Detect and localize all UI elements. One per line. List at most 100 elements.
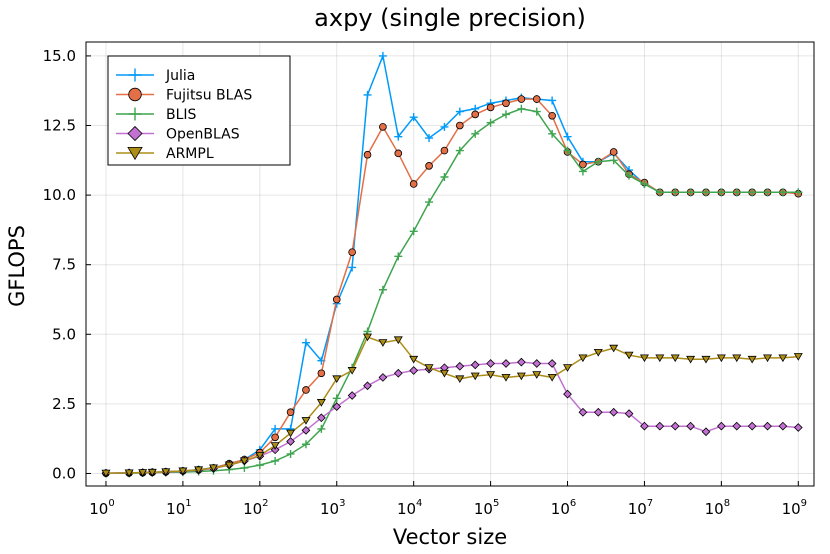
data-point-fujitsu-blas <box>502 99 510 108</box>
data-point-armpl <box>747 355 757 364</box>
data-point-blis <box>286 449 295 458</box>
data-point-armpl <box>147 468 157 477</box>
data-point-armpl <box>363 333 373 342</box>
legend-marker-openblas <box>127 125 143 142</box>
data-point-blis <box>255 461 264 470</box>
data-point-fujitsu-blas <box>425 162 433 170</box>
data-point-julia <box>301 338 310 347</box>
data-point-julia <box>425 134 434 143</box>
data-point-openblas <box>286 437 295 446</box>
data-point-openblas <box>717 421 726 431</box>
data-point-fujitsu-blas <box>379 123 387 131</box>
data-point-blis <box>717 188 726 197</box>
data-point-openblas <box>655 421 665 431</box>
data-point-julia <box>394 132 403 141</box>
data-point-openblas <box>455 361 465 371</box>
data-point-armpl <box>178 467 188 476</box>
data-point-openblas <box>409 366 419 375</box>
y-tick-label: 15.0 <box>43 47 76 65</box>
data-point-fujitsu-blas <box>363 150 372 159</box>
x-axis-title: Vector size <box>393 525 507 549</box>
data-point-armpl <box>778 354 788 363</box>
x-tick-label: 107 <box>628 498 653 518</box>
plot-frame <box>85 41 815 487</box>
data-point-blis <box>409 227 418 236</box>
data-point-armpl <box>439 369 449 378</box>
data-point-fujitsu-blas <box>609 148 618 156</box>
data-point-blis <box>440 173 449 182</box>
data-point-julia <box>271 424 280 433</box>
legend-marker-armpl <box>127 146 143 161</box>
data-point-armpl <box>301 417 311 425</box>
data-point-armpl <box>563 364 573 372</box>
series-line-blis <box>106 108 799 474</box>
data-point-blis <box>332 394 341 403</box>
data-point-blis <box>748 188 757 197</box>
y-tick-label: 10.0 <box>43 186 76 204</box>
data-point-fujitsu-blas <box>302 386 310 394</box>
data-point-openblas <box>670 421 680 431</box>
data-point-julia <box>440 122 449 131</box>
data-point-openblas <box>347 391 357 400</box>
data-point-blis <box>501 110 510 119</box>
data-point-armpl <box>578 354 588 363</box>
data-point-fujitsu-blas <box>271 433 279 442</box>
data-point-openblas <box>778 421 788 431</box>
data-point-openblas <box>640 421 649 431</box>
data-point-openblas <box>316 413 326 423</box>
series-armpl <box>101 333 803 478</box>
data-point-openblas <box>501 359 511 368</box>
data-point-openblas <box>593 407 603 417</box>
data-point-armpl <box>194 466 204 475</box>
data-point-fujitsu-blas <box>486 103 495 112</box>
data-point-openblas <box>378 373 388 382</box>
data-point-blis <box>578 167 587 176</box>
data-point-armpl <box>670 354 680 363</box>
data-point-blis <box>686 188 695 197</box>
legend-label-openblas: OpenBLAS <box>166 127 240 143</box>
data-point-openblas <box>470 360 480 370</box>
data-point-armpl <box>732 354 742 363</box>
data-point-openblas <box>763 421 772 431</box>
chart-title: axpy (single precision) <box>314 4 586 32</box>
legend-marker-blis <box>128 107 142 121</box>
data-point-armpl <box>516 372 526 381</box>
legend-item-armpl: ARMPL <box>116 146 214 162</box>
legend: Julia Fujitsu BLAS BLIS OpenBLAS ARMPL <box>107 55 291 166</box>
data-point-openblas <box>578 407 588 417</box>
data-point-armpl <box>686 355 696 364</box>
data-point-openblas <box>563 389 572 399</box>
data-point-julia <box>409 113 418 122</box>
data-point-fujitsu-blas <box>348 248 356 256</box>
legend-item-julia: Julia <box>116 68 195 84</box>
data-point-armpl <box>316 399 326 407</box>
data-point-julia <box>455 107 464 116</box>
x-tick-label: 101 <box>166 498 191 518</box>
data-point-fujitsu-blas <box>517 95 526 103</box>
y-tick-label: 7.5 <box>52 256 76 274</box>
data-point-armpl <box>763 354 773 363</box>
data-point-julia <box>363 90 372 99</box>
data-point-openblas <box>609 407 619 417</box>
data-point-blis <box>625 171 634 180</box>
data-point-fujitsu-blas <box>440 146 449 155</box>
data-point-openblas <box>532 359 542 368</box>
data-point-openblas <box>686 421 695 431</box>
data-point-openblas <box>732 421 742 431</box>
x-tick-label: 102 <box>243 498 268 518</box>
data-point-armpl <box>701 355 711 364</box>
data-point-armpl <box>270 442 280 450</box>
data-point-armpl <box>486 371 496 379</box>
x-tick-label: 109 <box>782 498 807 518</box>
x-tick-label: 104 <box>397 498 422 518</box>
y-tick-label: 12.5 <box>43 117 76 135</box>
data-point-armpl <box>161 468 171 477</box>
data-point-fujitsu-blas <box>394 149 403 158</box>
data-point-openblas <box>393 368 403 378</box>
legend-item-blis: BLIS <box>116 107 197 123</box>
data-point-blis <box>701 188 710 197</box>
data-point-armpl <box>101 469 111 478</box>
data-point-fujitsu-blas <box>456 121 464 130</box>
data-point-blis <box>378 285 387 294</box>
x-tick-label: 100 <box>89 498 114 518</box>
